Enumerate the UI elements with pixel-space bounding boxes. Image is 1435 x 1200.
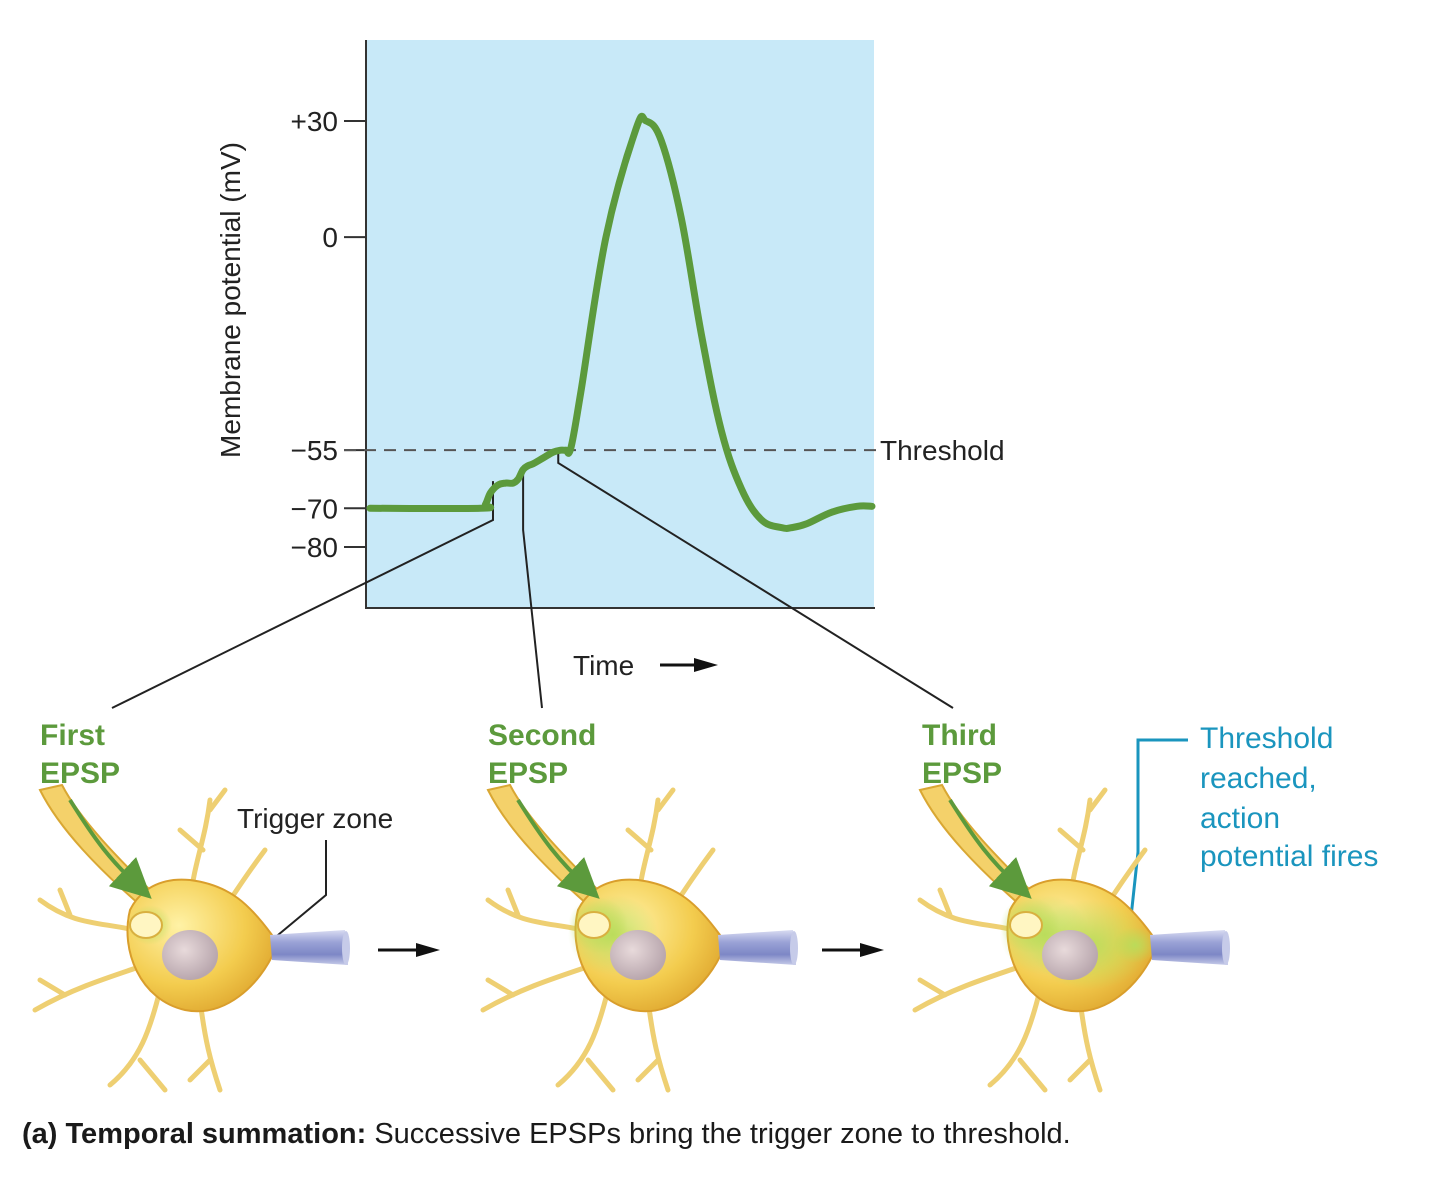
- arrow-right-icon: [378, 943, 440, 957]
- svg-text:Second: Second: [488, 719, 596, 752]
- figure-caption: (a) Temporal summation: Successive EPSPs…: [22, 1118, 1071, 1150]
- epsp-label-first: First EPSP: [40, 719, 120, 790]
- epsp-label-third: Third EPSP: [922, 719, 1002, 790]
- svg-text:EPSP: EPSP: [922, 757, 1002, 790]
- membrane-potential-chart: +30 0 −55 −70 −80 Threshold Membrane potenti…: [111, 40, 1005, 709]
- y-axis-label: Membrane potential (mV): [215, 142, 246, 458]
- svg-text:First: First: [40, 719, 105, 752]
- epsp-leader-line: [522, 465, 543, 709]
- arrow-right-icon: [822, 943, 884, 957]
- membrane-potential-trace: [366, 112, 876, 532]
- neuron-icon: [912, 783, 1230, 1093]
- y-tick-label: 0: [322, 222, 338, 253]
- neuron-icon: [480, 783, 798, 1093]
- trigger-zone-label: Trigger zone: [237, 803, 393, 834]
- svg-text:EPSP: EPSP: [488, 757, 568, 790]
- neuron-icon: [32, 783, 350, 1093]
- svg-text:potential fires: potential fires: [1200, 840, 1378, 873]
- arrow-right-icon: [660, 658, 718, 672]
- svg-text:Third: Third: [922, 719, 997, 752]
- svg-text:reached,: reached,: [1200, 762, 1317, 795]
- trigger-zone-leader: [265, 840, 327, 946]
- threshold-label: Threshold: [880, 435, 1005, 466]
- y-tick-label: +30: [291, 106, 339, 137]
- threshold-reached-leader: [1126, 738, 1188, 946]
- svg-text:EPSP: EPSP: [40, 757, 120, 790]
- threshold-reached-label: Threshold reached, action potential fire…: [1200, 722, 1378, 873]
- x-axis-label: Time: [573, 650, 634, 681]
- y-tick-label: −55: [291, 435, 339, 466]
- epsp-leader-line: [557, 450, 954, 709]
- plot-area: [366, 40, 874, 608]
- epsp-label-second: Second EPSP: [488, 719, 596, 790]
- y-tick-label: −70: [291, 493, 339, 524]
- svg-text:Threshold: Threshold: [1200, 722, 1333, 755]
- y-tick-label: −80: [291, 532, 339, 563]
- svg-text:action: action: [1200, 802, 1280, 835]
